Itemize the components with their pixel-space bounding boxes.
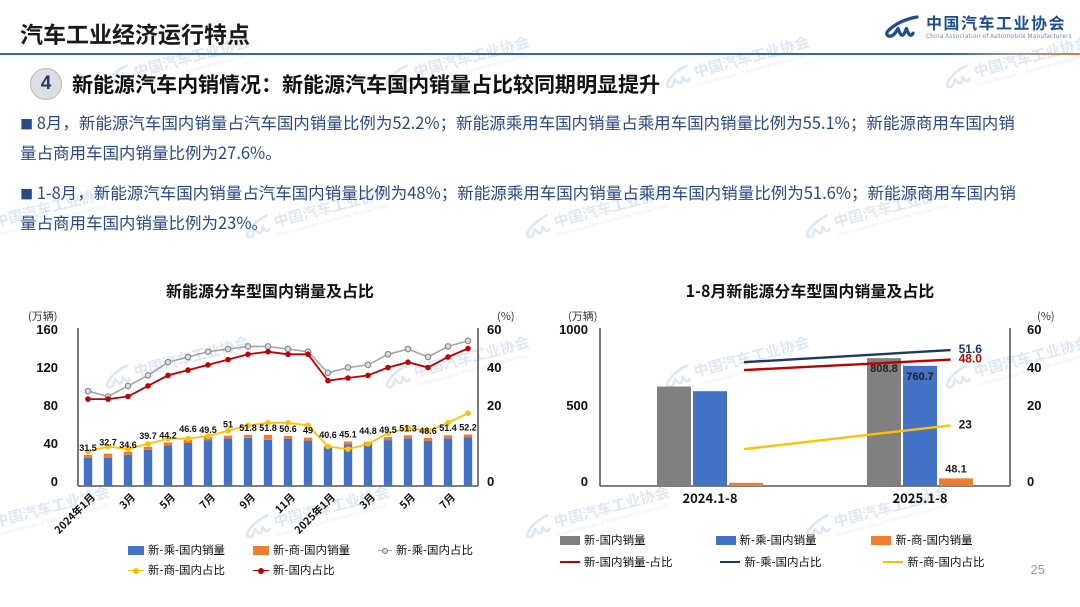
svg-text:500: 500 <box>566 398 588 413</box>
svg-text:48.0: 48.0 <box>959 352 983 366</box>
svg-text:40: 40 <box>487 360 501 375</box>
svg-text:60: 60 <box>1027 322 1041 337</box>
svg-text:51.8: 51.8 <box>259 423 277 433</box>
svg-text:40: 40 <box>44 436 58 451</box>
svg-text:0: 0 <box>1027 474 1034 489</box>
svg-text:46.6: 46.6 <box>179 424 197 434</box>
svg-text:120: 120 <box>36 360 58 375</box>
svg-text:40: 40 <box>1027 360 1041 375</box>
svg-text:44.8: 44.8 <box>359 426 377 436</box>
svg-text:1000: 1000 <box>559 322 588 337</box>
svg-text:48.6: 48.6 <box>419 426 437 436</box>
svg-text:49.5: 49.5 <box>379 425 397 435</box>
svg-text:51.3: 51.3 <box>399 423 417 433</box>
svg-text:45.1: 45.1 <box>339 430 357 440</box>
svg-text:52.2: 52.2 <box>459 423 477 433</box>
svg-text:51: 51 <box>223 420 233 430</box>
svg-text:40.6: 40.6 <box>319 430 337 440</box>
svg-text:23: 23 <box>959 417 973 431</box>
svg-text:34.6: 34.6 <box>119 440 137 450</box>
svg-text:51.4: 51.4 <box>439 423 457 433</box>
svg-text:48.1: 48.1 <box>945 463 966 475</box>
svg-text:32.7: 32.7 <box>99 438 117 448</box>
svg-text:0: 0 <box>581 474 588 489</box>
svg-text:760.7: 760.7 <box>906 371 934 383</box>
svg-text:160: 160 <box>36 322 58 337</box>
svg-text:49.5: 49.5 <box>199 425 217 435</box>
svg-text:44.2: 44.2 <box>159 430 177 440</box>
svg-text:20: 20 <box>1027 398 1041 413</box>
svg-text:60: 60 <box>487 322 501 337</box>
svg-text:808.8: 808.8 <box>870 363 898 375</box>
svg-text:51.8: 51.8 <box>239 423 257 433</box>
svg-text:20: 20 <box>487 398 501 413</box>
svg-text:31.5: 31.5 <box>79 443 97 453</box>
svg-text:49: 49 <box>303 426 313 436</box>
svg-text:39.7: 39.7 <box>139 431 157 441</box>
svg-text:50.6: 50.6 <box>279 424 297 434</box>
svg-text:80: 80 <box>44 398 58 413</box>
